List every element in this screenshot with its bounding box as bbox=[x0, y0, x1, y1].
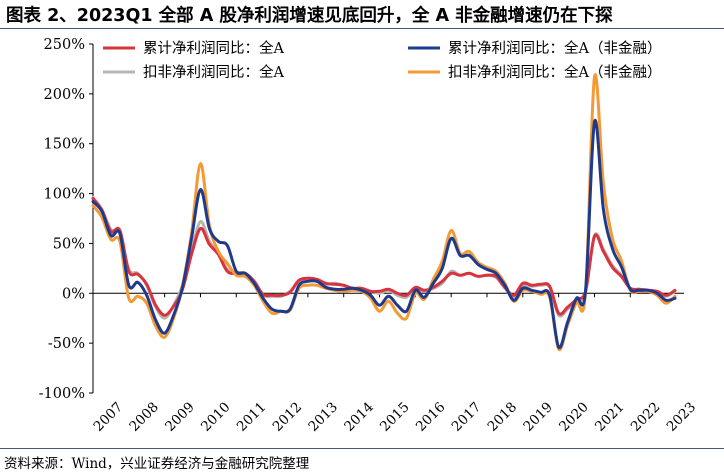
source-note: 资料来源：Wind，兴业证券经济与金融研究院整理 bbox=[4, 456, 310, 472]
y-tick-label: 50% bbox=[53, 236, 85, 252]
x-tick-label: 2023 bbox=[664, 399, 700, 435]
x-tick-label: 2012 bbox=[270, 399, 306, 435]
x-tick-label: 2022 bbox=[628, 399, 664, 435]
y-tick-label: -50% bbox=[48, 336, 85, 352]
line-chart: 250%200%150%100%50%0%-50%-100%2007 2008 20… bbox=[39, 37, 700, 435]
legend-label-2: 累计净利润同比：全A（非金融） bbox=[448, 39, 661, 57]
series-line-2 bbox=[91, 118, 677, 350]
title-divider bbox=[0, 28, 724, 29]
y-tick-label: 150% bbox=[44, 137, 85, 153]
series-line-4 bbox=[91, 73, 677, 352]
x-tick-label: 2013 bbox=[305, 399, 341, 435]
x-tick-label: 2014 bbox=[341, 399, 377, 435]
x-tick-label: 2011 bbox=[234, 399, 270, 435]
chart-series-lines bbox=[91, 73, 677, 352]
y-tick-label: -100% bbox=[39, 386, 85, 402]
chart-legend: 累计净利润同比：全A 扣非净利润同比：全A 累计净利润同比：全A（非金融） 扣非净利润… bbox=[103, 39, 661, 81]
y-tick-label: 250% bbox=[44, 37, 85, 53]
source-divider bbox=[0, 448, 724, 449]
legend-label-3: 扣非净利润同比：全A bbox=[143, 63, 284, 81]
x-tick-label: 2009 bbox=[162, 399, 198, 435]
y-tick-label: 100% bbox=[44, 187, 85, 203]
x-tick-label: 2015 bbox=[377, 399, 413, 435]
x-tick-label: 2008 bbox=[126, 399, 162, 435]
chart-title: 图表 2、2023Q1 全部 A 股净利润增速见底回升，全 A 非金融增速仍在下… bbox=[6, 6, 613, 26]
chart-axes: 250%200%150%100%50%0%-50%-100%2007 2008 20… bbox=[39, 37, 700, 435]
x-tick-label: 2018 bbox=[485, 399, 521, 435]
x-tick-label: 2010 bbox=[198, 399, 234, 435]
legend-label-1: 累计净利润同比：全A bbox=[143, 39, 284, 57]
x-tick-label: 2016 bbox=[413, 399, 449, 435]
x-tick-label: 2007 bbox=[91, 399, 127, 435]
x-tick-label: 2020 bbox=[556, 399, 592, 435]
y-tick-label: 200% bbox=[44, 87, 85, 103]
y-tick-label: 0% bbox=[62, 286, 85, 302]
x-tick-label: 2017 bbox=[449, 399, 485, 435]
x-tick-label: 2021 bbox=[592, 399, 628, 435]
x-tick-label: 2019 bbox=[520, 399, 556, 435]
legend-label-4: 扣非净利润同比：全A（非金融） bbox=[448, 63, 661, 81]
